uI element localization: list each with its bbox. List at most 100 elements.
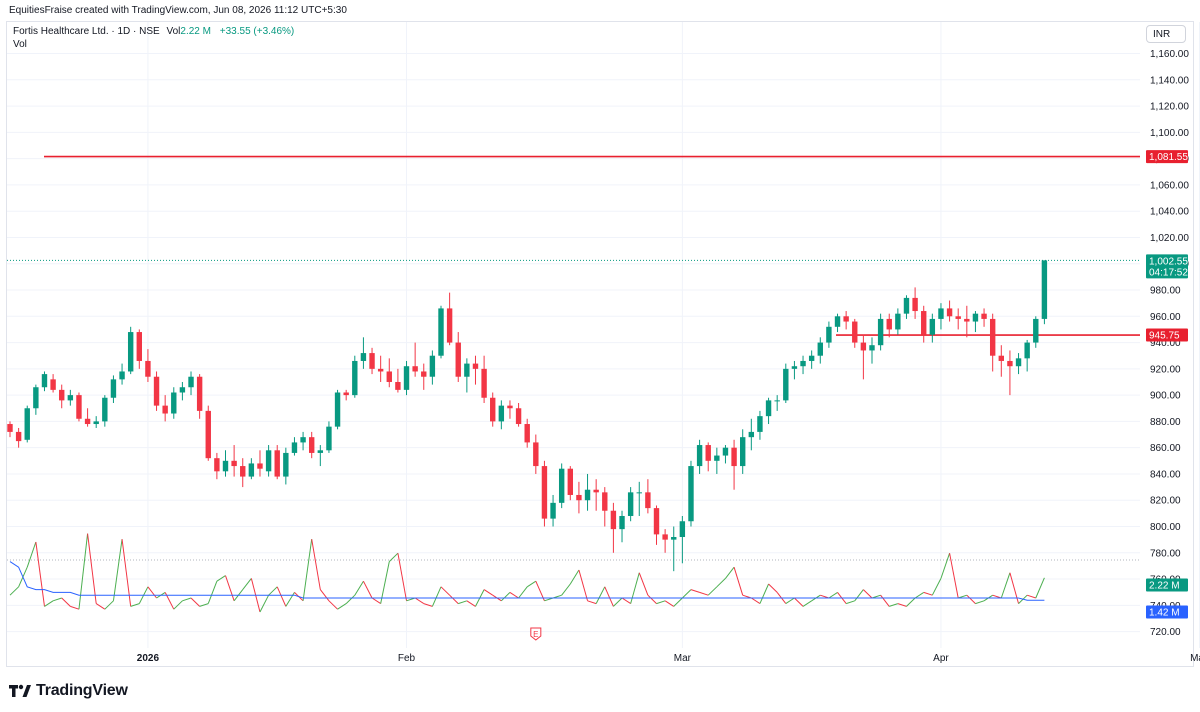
candle [309, 431, 315, 459]
candle-body [1041, 260, 1048, 319]
candle [24, 405, 30, 443]
candle-body [50, 379, 56, 390]
candle-body [257, 463, 263, 469]
volume-line-segment [906, 597, 916, 607]
candle [765, 397, 772, 425]
candle-body [826, 326, 832, 343]
volume-line-segment [682, 589, 692, 599]
volume-line-segment [725, 566, 735, 579]
price-tick-label: 780.00 [1150, 548, 1181, 559]
candle [317, 445, 324, 467]
candle-body [653, 508, 660, 535]
candle-body [610, 510, 617, 530]
candle-body [869, 345, 875, 351]
price-tick-label: 1,140.00 [1150, 75, 1189, 86]
candle [145, 349, 151, 382]
candle-body [360, 353, 367, 361]
candle-body [877, 318, 884, 346]
volume-line-segment [854, 589, 864, 602]
candle-body [162, 405, 168, 414]
candle [464, 358, 470, 393]
volume-line-segment [199, 603, 209, 607]
level-price-badge-bg [1146, 150, 1188, 164]
candle-body [153, 376, 160, 406]
candle-body [800, 360, 806, 367]
candle [989, 313, 996, 372]
candle [429, 350, 436, 385]
candle-body [679, 521, 686, 538]
level-price-badge-text: 945.75 [1149, 331, 1180, 342]
volume-line-segment [751, 597, 761, 605]
candle [722, 445, 729, 464]
candle [550, 494, 556, 527]
volume-ma-line [9, 561, 1045, 601]
candle [240, 458, 246, 488]
candle [41, 371, 48, 392]
candle-body [171, 392, 177, 414]
volume-line-segment [664, 600, 675, 607]
candle-body [464, 363, 470, 377]
candle-body [714, 455, 720, 461]
candle [59, 384, 65, 409]
candle [946, 300, 953, 322]
candle [1033, 316, 1039, 348]
price-tick-label: 940.00 [1150, 338, 1181, 349]
candle [136, 329, 142, 369]
candle [602, 487, 608, 527]
candle [153, 371, 160, 411]
candle-body [403, 366, 410, 390]
volume-line-segment [268, 586, 278, 596]
candle [395, 368, 401, 393]
candle-body [205, 410, 211, 459]
candle-body [834, 316, 841, 327]
volume-line-segment [759, 583, 770, 604]
candle-body [774, 400, 780, 402]
candle [33, 384, 39, 415]
tradingview-logo[interactable]: TradingView [9, 682, 128, 700]
symbol-name[interactable]: Fortis Healthcare Ltd. · 1D · NSE [13, 26, 160, 37]
volume-line-segment [182, 597, 192, 602]
volume-line-segment [354, 580, 364, 596]
currency-button[interactable]: INR [1146, 25, 1186, 43]
chart-caption: EquitiesFraise created with TradingView.… [9, 5, 347, 16]
candle-body [446, 308, 453, 343]
candle [421, 363, 427, 390]
candle [705, 442, 711, 472]
candle-body [981, 313, 987, 319]
candle [386, 358, 392, 388]
candle [438, 305, 444, 359]
candle [584, 473, 591, 511]
volume-line-segment [802, 600, 812, 607]
candle [610, 502, 617, 553]
price-change: +33.55 (+3.46%) [219, 26, 295, 37]
candle-body [627, 492, 634, 516]
candle-body [696, 445, 703, 467]
candle-body [584, 489, 591, 501]
volume-line-segment [690, 589, 700, 593]
volume-line-segment [276, 586, 287, 607]
price-tick-label: 800.00 [1150, 522, 1181, 533]
candle-body [662, 534, 668, 540]
volume-line-segment [673, 597, 683, 607]
price-tick-label: 860.00 [1150, 443, 1181, 454]
candle-body [67, 395, 74, 401]
volume-line-segment [880, 594, 890, 607]
candle-body [248, 463, 255, 477]
volume-line-segment [595, 586, 606, 604]
volume-line-segment [845, 600, 855, 605]
candle [619, 510, 625, 543]
price-tick-label: 880.00 [1150, 417, 1181, 428]
volume-value-badge: 2.22 M [1146, 578, 1188, 592]
candle [671, 526, 677, 572]
candle-body [7, 424, 13, 432]
candle-body [748, 431, 755, 438]
last-price-badge-text: 04:17:52 [1149, 267, 1188, 278]
candle [222, 450, 229, 477]
candle-body [938, 308, 944, 319]
volume-line-segment [285, 592, 295, 607]
volume-line-segment [931, 578, 942, 596]
candle [938, 303, 944, 330]
candle [248, 458, 255, 480]
volume-line-segment [483, 589, 493, 596]
